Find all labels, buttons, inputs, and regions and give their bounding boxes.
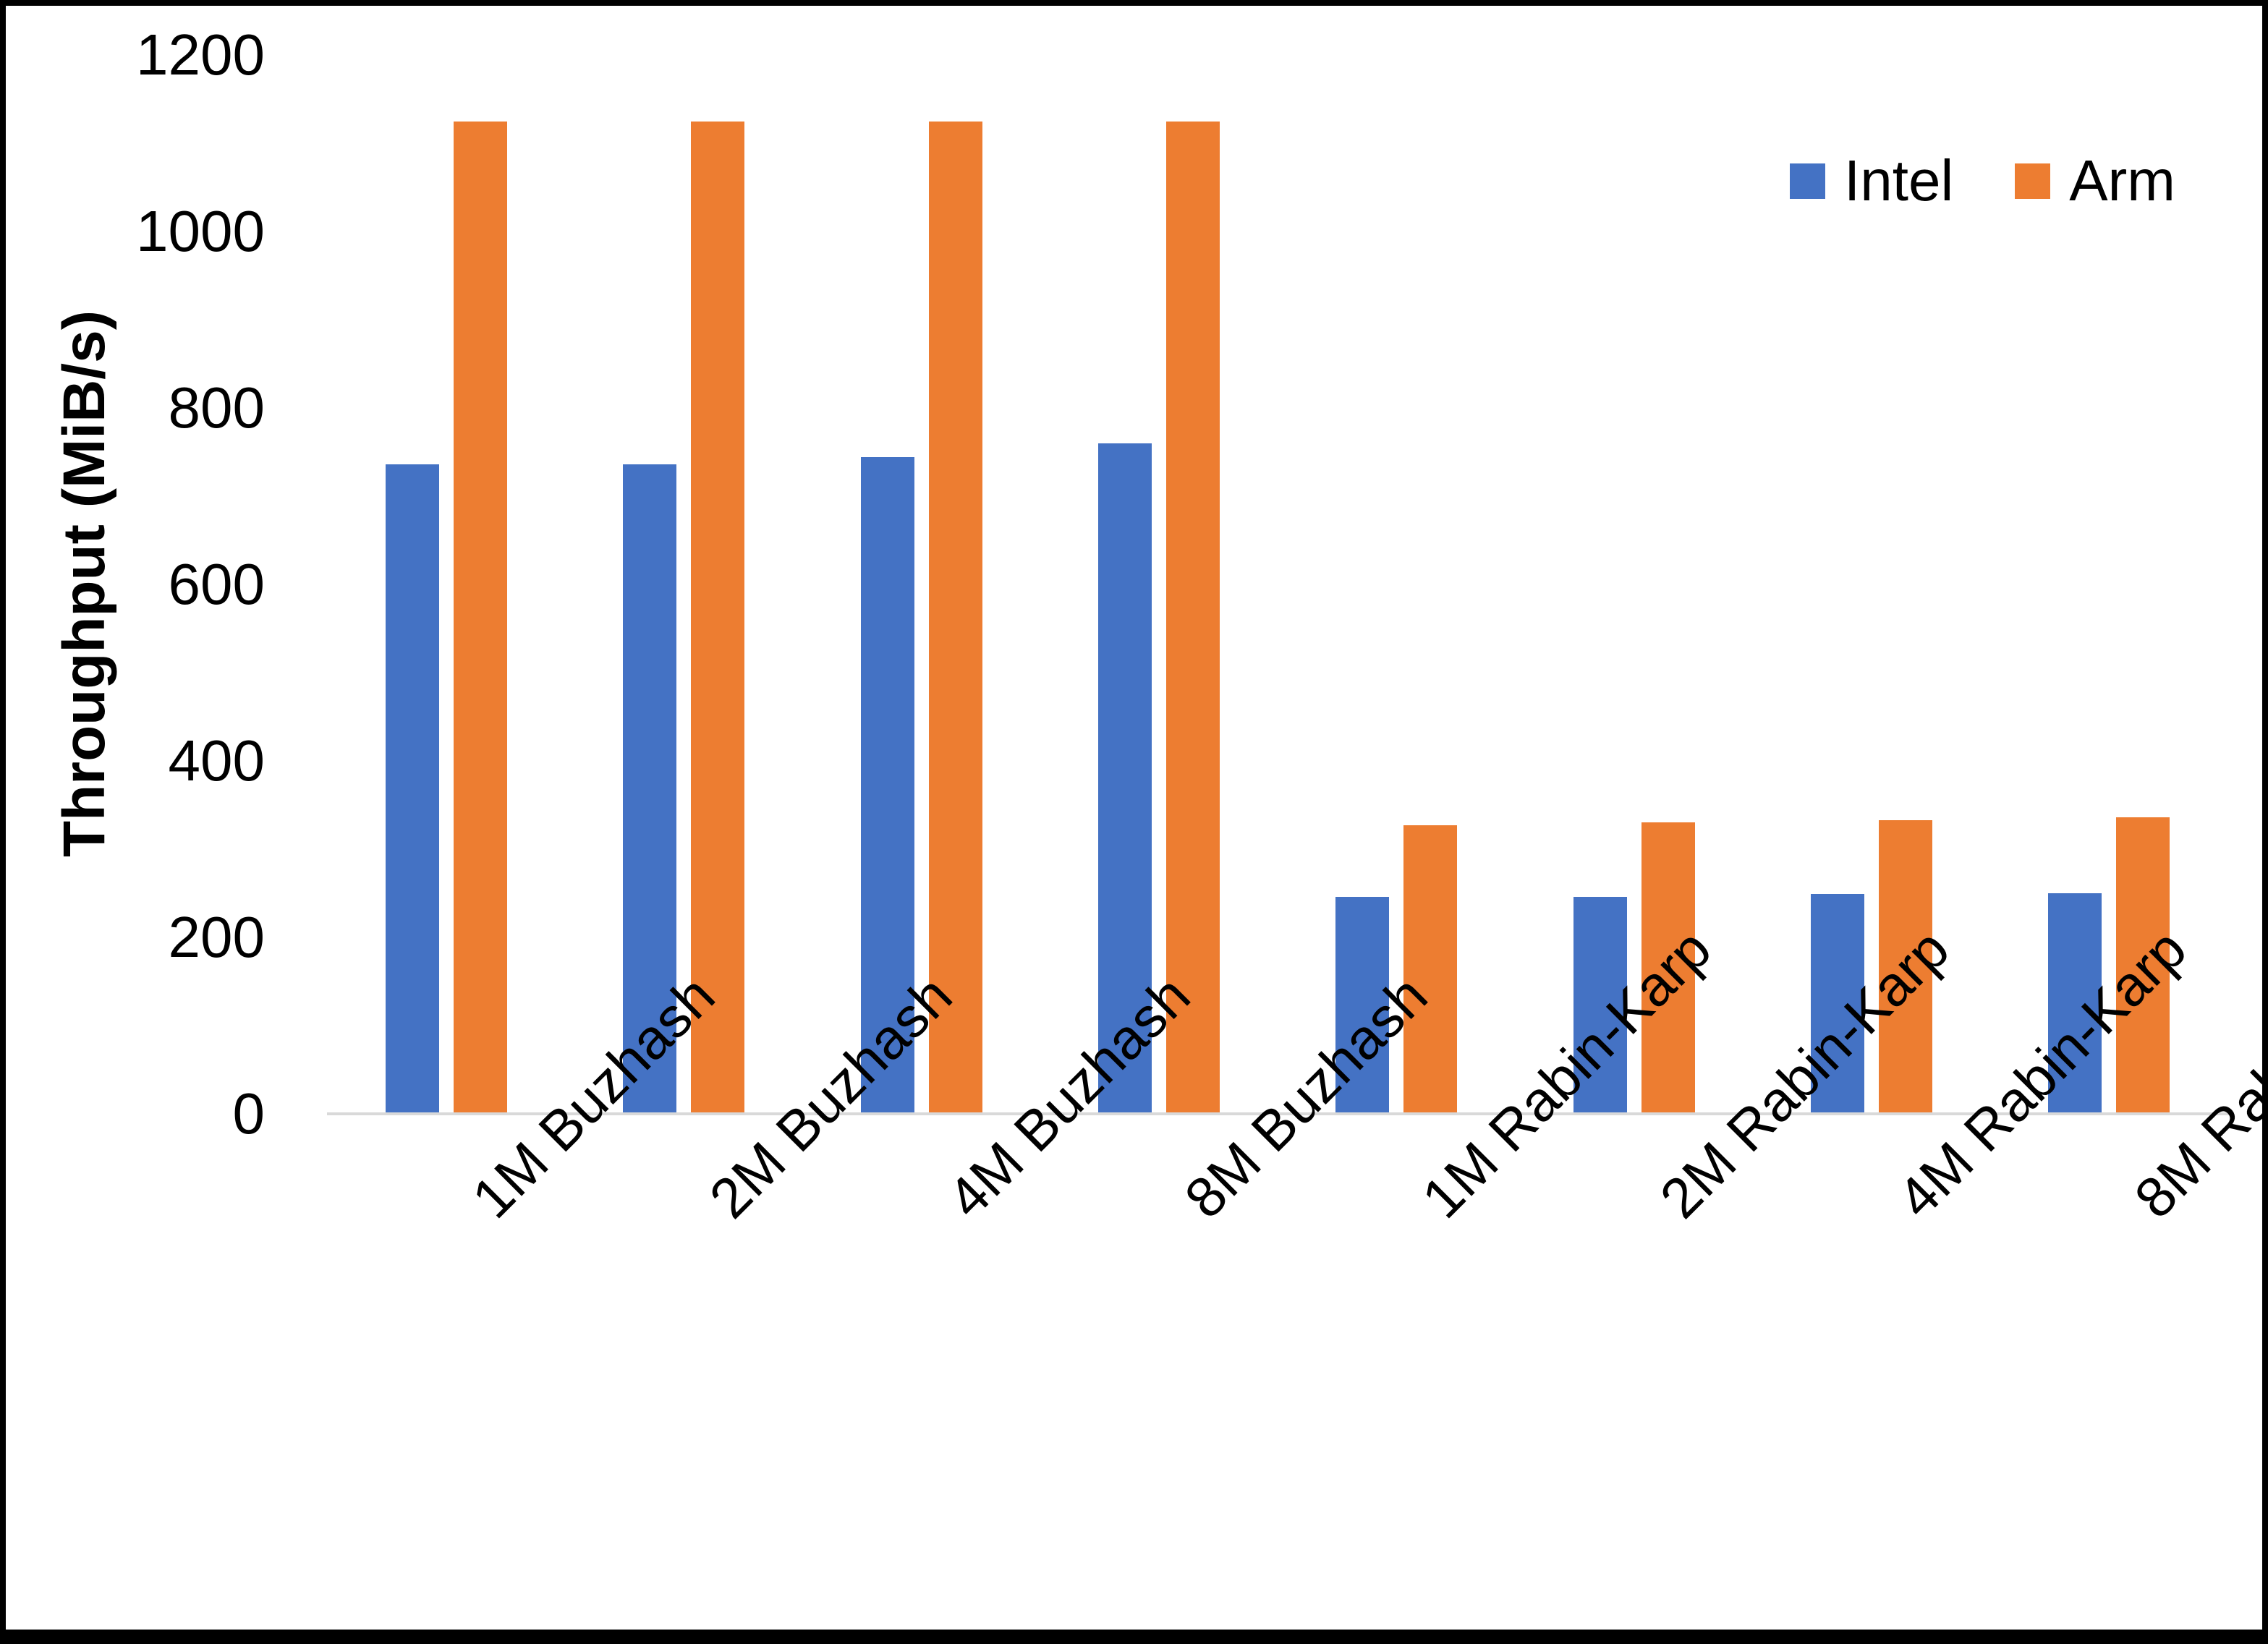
y-tick-label-800: 800 bbox=[168, 375, 265, 440]
bar-intel-1m-buzhash bbox=[386, 464, 439, 1114]
legend-item-arm: Arm bbox=[2015, 152, 2175, 210]
x-label-1m-rabin-karp: 1M Rabin-Karp bbox=[1409, 916, 1723, 1230]
bar-arm-4m-rabin-karp bbox=[1878, 819, 1932, 1114]
x-label-4m-rabin-karp: 4M Rabin-Karp bbox=[1885, 916, 2199, 1230]
y-tick-label-200: 200 bbox=[168, 905, 265, 969]
legend-label-intel: Intel bbox=[1844, 148, 1954, 213]
bar-intel-2m-buzhash bbox=[623, 464, 677, 1114]
legend-label-arm: Arm bbox=[2069, 148, 2175, 213]
bar-intel-4m-buzhash bbox=[860, 457, 914, 1114]
bar-intel-4m-rabin-karp bbox=[1810, 894, 1864, 1114]
x-label-1m-buzhash: 1M Buzhash bbox=[459, 963, 727, 1230]
legend-swatch-arm bbox=[2015, 163, 2051, 199]
x-label-2m-rabin-karp: 2M Rabin-Karp bbox=[1647, 916, 1961, 1230]
bar-arm-1m-rabin-karp bbox=[1403, 825, 1458, 1114]
x-label-8m-buzhash: 8M Buzhash bbox=[1172, 963, 1440, 1230]
bar-arm-8m-rabin-karp bbox=[2116, 817, 2170, 1114]
bar-arm-4m-buzhash bbox=[928, 121, 982, 1114]
bar-intel-8m-buzhash bbox=[1097, 443, 1152, 1114]
x-label-2m-buzhash: 2M Buzhash bbox=[697, 963, 964, 1230]
y-tick-label-0: 0 bbox=[232, 1081, 266, 1146]
y-tick-label-600: 600 bbox=[168, 552, 265, 616]
bar-arm-2m-buzhash bbox=[691, 121, 745, 1114]
y-tick-label-1200: 1200 bbox=[136, 22, 265, 87]
bar-intel-8m-rabin-karp bbox=[2048, 893, 2102, 1114]
y-tick-label-1000: 1000 bbox=[136, 199, 265, 263]
y-tick-label-400: 400 bbox=[168, 728, 265, 793]
bar-intel-1m-rabin-karp bbox=[1335, 896, 1390, 1114]
x-label-4m-buzhash: 4M Buzhash bbox=[935, 963, 1202, 1230]
bar-arm-1m-buzhash bbox=[454, 121, 507, 1114]
x-label-8m-rabin-karp: 8M Rabin-Karp bbox=[2122, 916, 2268, 1230]
bar-arm-8m-buzhash bbox=[1165, 121, 1220, 1114]
bar-intel-2m-rabin-karp bbox=[1573, 896, 1627, 1114]
legend: Intel Arm bbox=[1790, 145, 2175, 217]
bar-arm-2m-rabin-karp bbox=[1641, 822, 1695, 1114]
legend-swatch-intel bbox=[1790, 163, 1825, 199]
x-axis-line bbox=[327, 1112, 2234, 1115]
legend-item-intel: Intel bbox=[1790, 152, 1953, 210]
